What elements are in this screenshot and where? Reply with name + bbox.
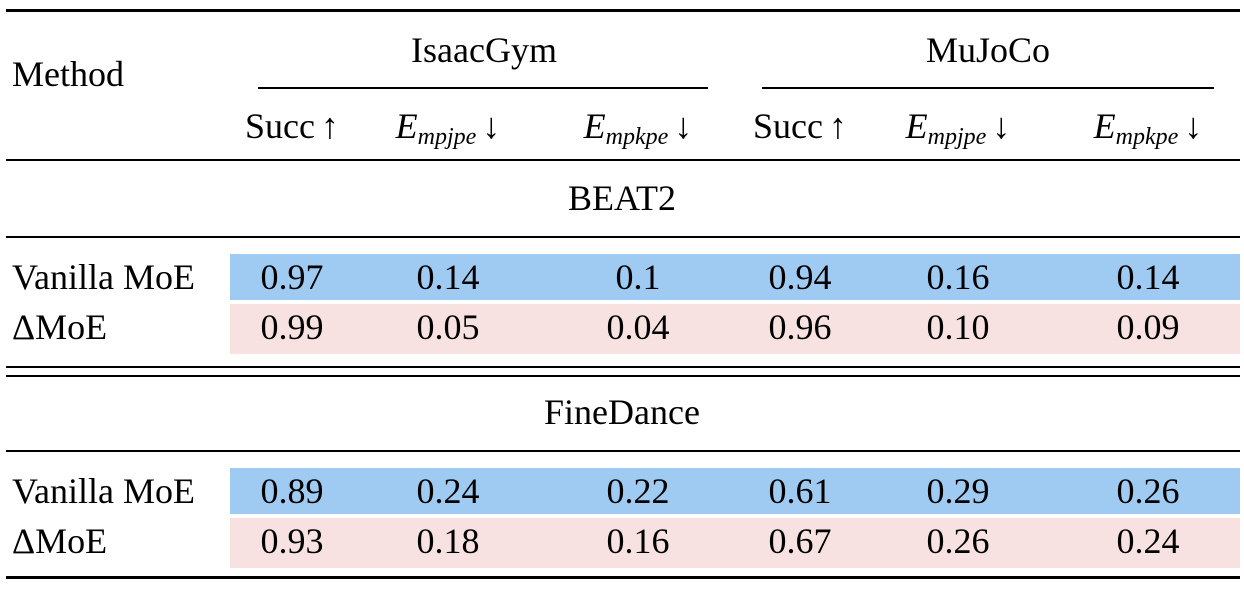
group-header: MuJoCo [925, 30, 1051, 70]
cell-value: 0.61 [768, 471, 832, 511]
row-band [230, 254, 1240, 300]
column-subscript: mpjpe [927, 124, 987, 150]
cell-value: 0.04 [606, 307, 670, 347]
rule [6, 375, 1240, 377]
cell-value: 0.10 [926, 307, 990, 347]
column-header: Succ ↑ [172, 106, 412, 146]
cell-value: 0.14 [1116, 257, 1180, 297]
group-rule [258, 87, 708, 89]
group-header: IsaacGym [411, 30, 557, 70]
row-band [230, 518, 1240, 568]
group-rule [762, 87, 1214, 89]
cell-value: 0.18 [416, 521, 480, 561]
rule [6, 236, 1240, 238]
column-name: E [905, 106, 928, 146]
column-name: Succ [753, 106, 823, 146]
rule [6, 450, 1240, 452]
column-header: Empjpe ↓ [328, 106, 568, 157]
column-arrow: ↓ [1184, 106, 1203, 146]
cell-value: 0.67 [768, 521, 832, 561]
cell-value: 0.96 [768, 307, 832, 347]
rule [6, 159, 1240, 161]
cell-value: 0.93 [260, 521, 324, 561]
row-band [230, 468, 1240, 514]
column-header: Empkpe ↓ [1028, 106, 1244, 157]
column-arrow: ↓ [992, 106, 1011, 146]
column-header: Succ ↑ [680, 106, 920, 146]
column-arrow: ↑ [828, 106, 847, 146]
cell-value: 0.24 [416, 471, 480, 511]
cell-value: 0.26 [1116, 471, 1180, 511]
cell-value: 0.89 [260, 471, 324, 511]
cell-value: 0.26 [926, 521, 990, 561]
column-arrow: ↓ [482, 106, 501, 146]
row-band [230, 304, 1240, 354]
cell-value: 0.16 [606, 521, 670, 561]
section-title: BEAT2 [568, 178, 676, 218]
column-subscript: mpjpe [417, 124, 477, 150]
cell-value: 0.22 [606, 471, 670, 511]
cell-value: 0.16 [926, 257, 990, 297]
column-name: E [395, 106, 418, 146]
column-subscript: mpkpe [605, 124, 669, 150]
rule [6, 366, 1240, 368]
cell-value: 0.05 [416, 307, 480, 347]
section-title: FineDance [544, 392, 700, 432]
cell-value: 0.99 [260, 307, 324, 347]
cell-value: 0.29 [926, 471, 990, 511]
method-header: Method [12, 54, 124, 94]
cell-value: 0.97 [260, 257, 324, 297]
row-label: ΔMoE [12, 307, 108, 347]
column-arrow: ↑ [320, 106, 339, 146]
cell-value: 0.94 [768, 257, 832, 297]
cell-value: 0.24 [1116, 521, 1180, 561]
cell-value: 0.1 [615, 257, 661, 297]
column-name: E [583, 106, 606, 146]
cell-value: 0.14 [416, 257, 480, 297]
column-name: E [1093, 106, 1116, 146]
cell-value: 0.09 [1116, 307, 1180, 347]
row-label: Vanilla MoE [12, 471, 195, 511]
bottom-rule [6, 576, 1240, 579]
column-header: Empjpe ↓ [838, 106, 1078, 157]
column-arrow: ↓ [674, 106, 693, 146]
row-label: ΔMoE [12, 521, 108, 561]
row-label: Vanilla MoE [12, 257, 195, 297]
top-rule [6, 9, 1240, 12]
column-subscript: mpkpe [1115, 124, 1179, 150]
column-name: Succ [245, 106, 315, 146]
column-header: Empkpe ↓ [518, 106, 758, 157]
